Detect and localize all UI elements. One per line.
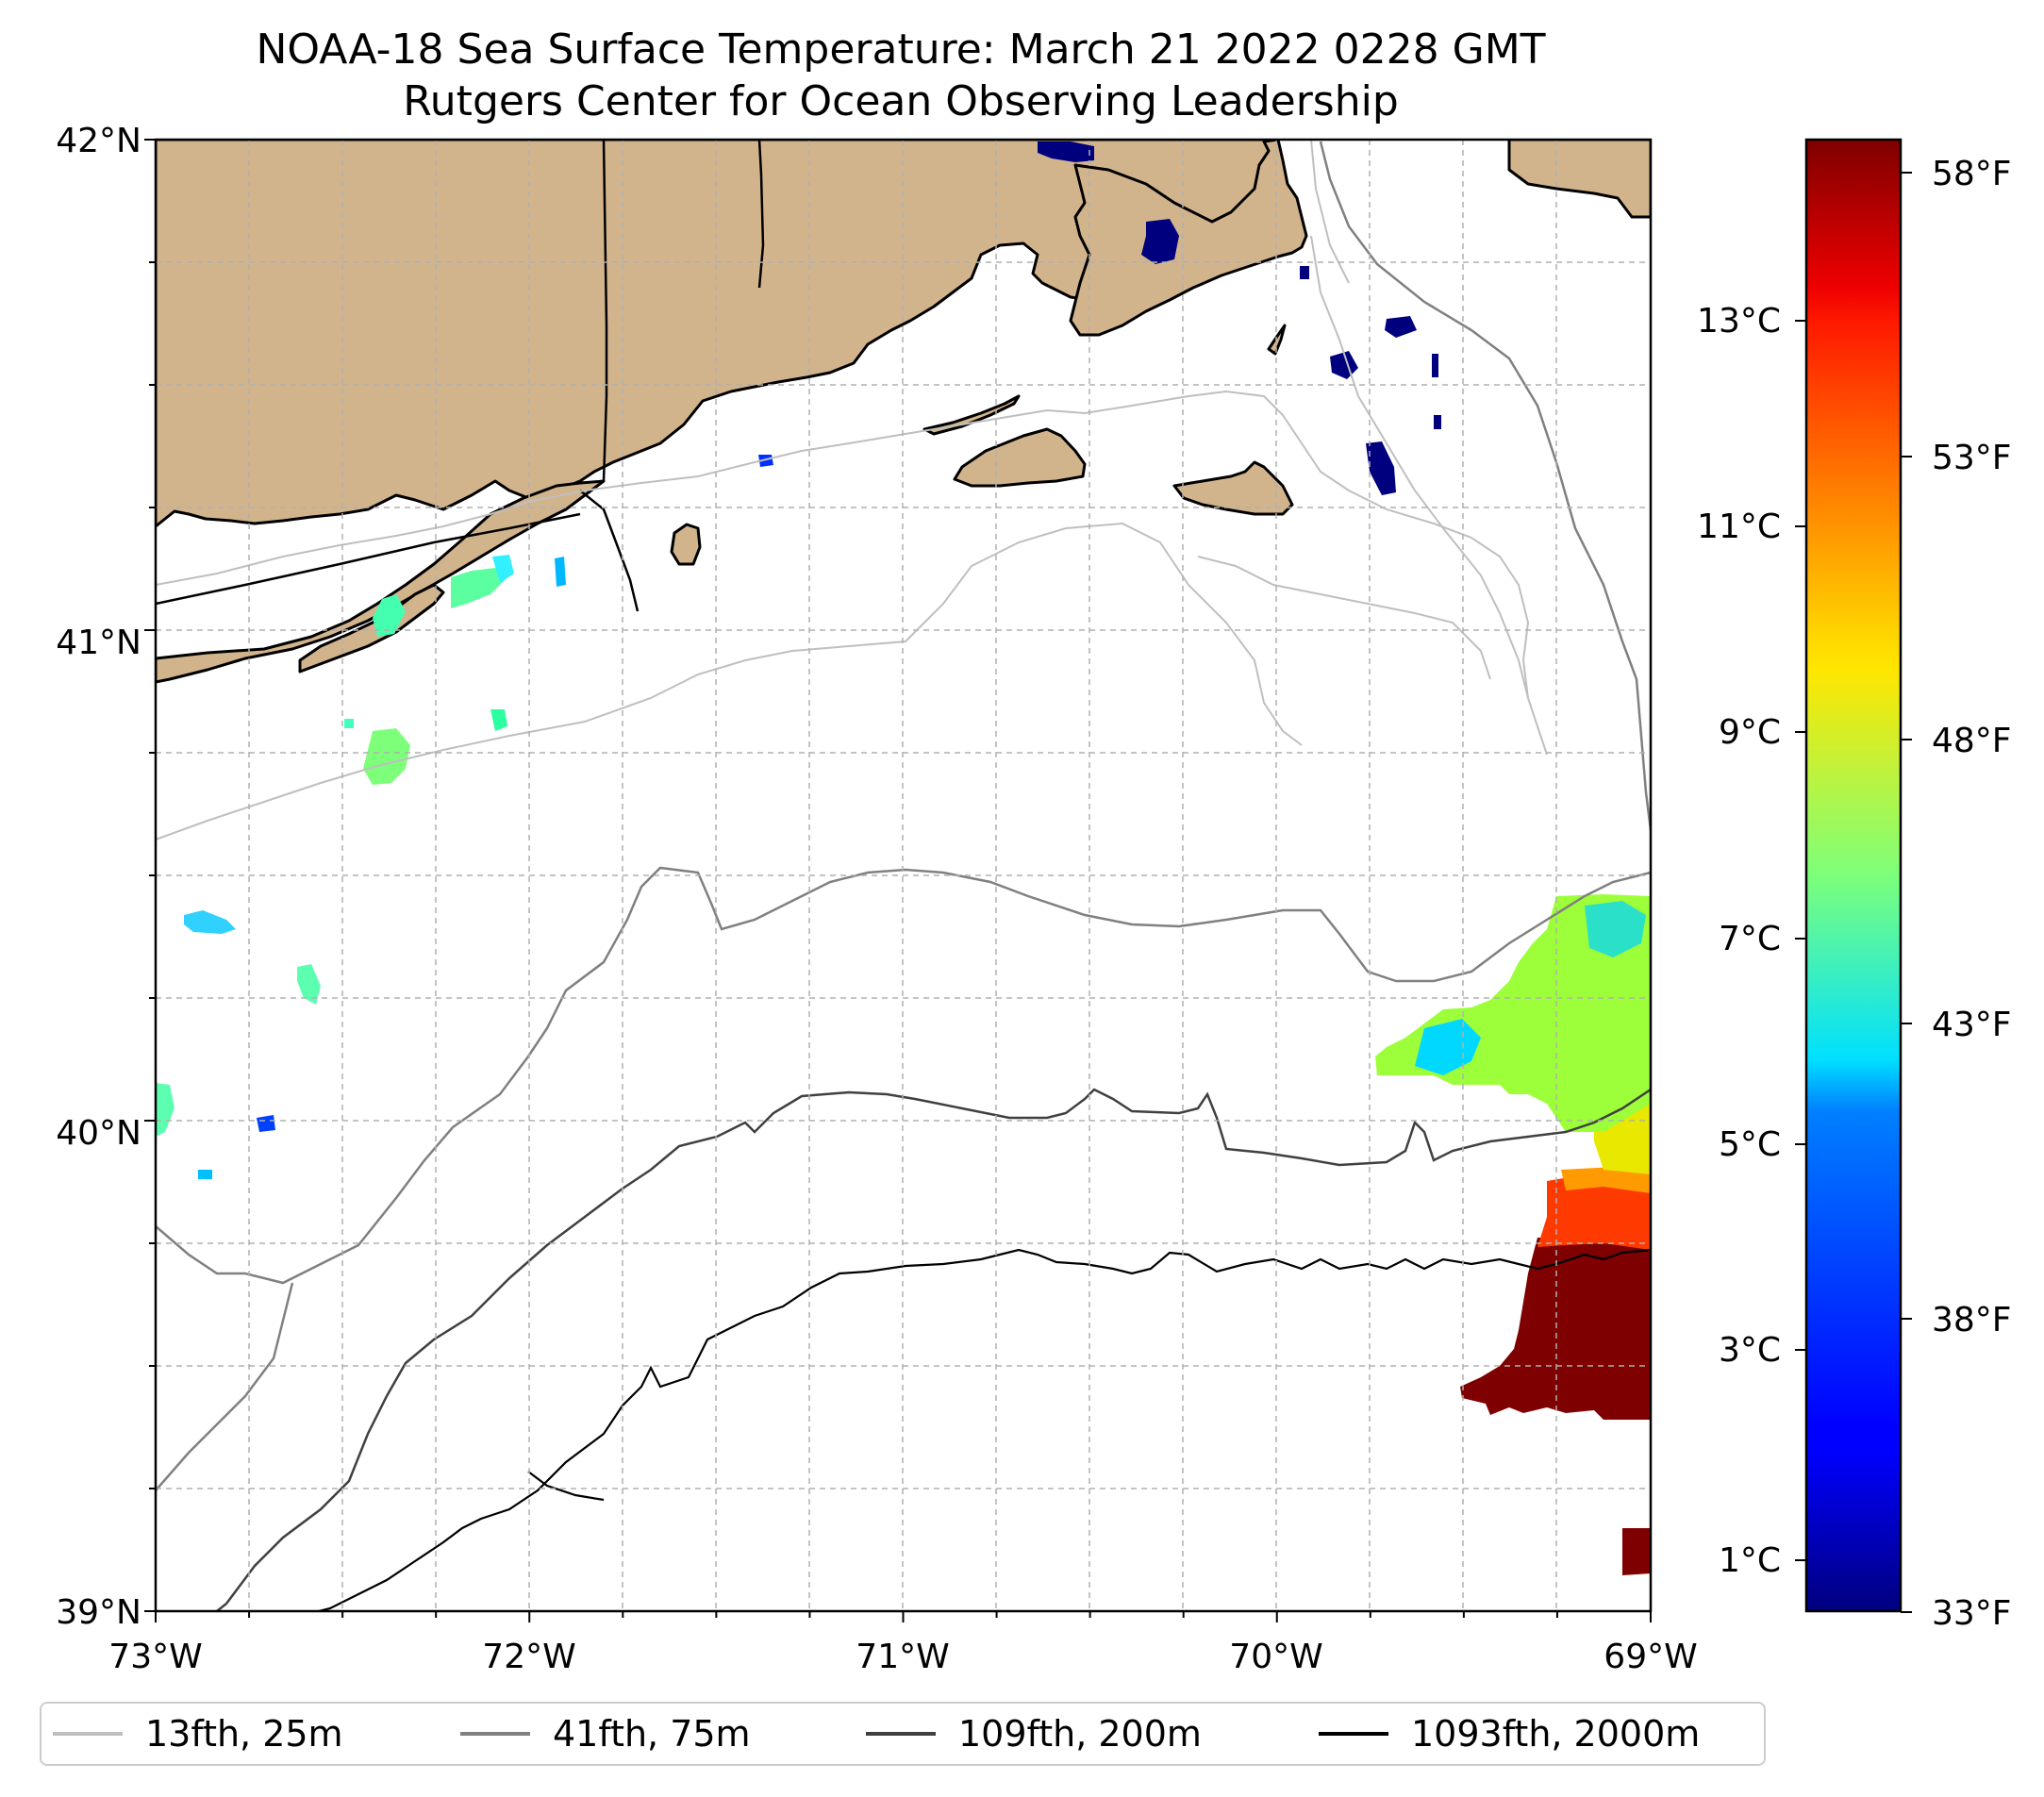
lat-tick-label: 41°N [56, 624, 141, 662]
lon-tick-label: 71°W [856, 1638, 949, 1676]
lon-tick-label: 73°W [108, 1638, 202, 1676]
elizabeth-islands [922, 394, 1021, 436]
celsius-tick-label: 7°C [1719, 920, 1781, 958]
celsius-tick-label: 11°C [1697, 507, 1781, 546]
bathymetry-contours [156, 140, 1651, 1611]
legend-item-25m: 13fth, 25m [53, 1704, 343, 1764]
sst-data-layer [156, 141, 1651, 1575]
legend-label: 41fth, 75m [553, 1713, 751, 1755]
marthas-vineyard [953, 427, 1087, 488]
fahrenheit-tick-label: 58°F [1932, 155, 2012, 193]
chart-subtitle: Rutgers Center for Ocean Observing Leade… [403, 77, 1399, 125]
legend-item-200m: 109fth, 200m [866, 1704, 1202, 1764]
fahrenheit-tick-label: 38°F [1932, 1301, 2012, 1339]
legend-swatch [1319, 1732, 1388, 1736]
lon-tick-label: 69°W [1604, 1638, 1697, 1676]
legend-swatch [866, 1732, 936, 1736]
colorbar: 13°C 11°C 9°C 7°C 5°C 3°C 1°C 58°F 53°F … [1697, 138, 2012, 1633]
contour-75m [1319, 141, 1651, 831]
lat-tick-label: 40°N [56, 1114, 141, 1153]
fahrenheit-tick-label: 48°F [1932, 722, 2012, 760]
gridlines [156, 140, 1651, 1611]
lon-tick-label: 72°W [482, 1638, 575, 1676]
axis-ticks [144, 139, 1652, 1622]
legend-label: 109fth, 200m [958, 1713, 1202, 1755]
cape-cod-land [1069, 140, 1308, 337]
ne-shoreline-land [1507, 140, 1651, 219]
boundary-lines [156, 140, 765, 612]
legend-item-2000m: 1093fth, 2000m [1319, 1704, 1700, 1764]
legend-swatch [460, 1732, 530, 1736]
celsius-tick-label: 1°C [1719, 1541, 1781, 1580]
lat-tick-label: 42°N [56, 122, 141, 160]
lon-tick-label: 70°W [1229, 1638, 1322, 1676]
celsius-tick-label: 13°C [1697, 302, 1781, 341]
block-island [670, 523, 702, 566]
legend: 13fth, 25m 41fth, 75m 109fth, 200m 1093f… [40, 1702, 1766, 1766]
long-island-north-fork [298, 583, 445, 674]
fahrenheit-tick-label: 53°F [1932, 439, 2012, 477]
contour-2000m [314, 1248, 1651, 1611]
legend-label: 13fth, 25m [145, 1713, 343, 1755]
colorbar-gradient [1804, 138, 1903, 1613]
legend-item-75m: 41fth, 75m [460, 1704, 751, 1764]
chart-title: NOAA-18 Sea Surface Temperature: March 2… [256, 25, 1546, 74]
lat-tick-label: 39°N [56, 1593, 141, 1632]
legend-swatch [53, 1732, 123, 1736]
fahrenheit-tick-label: 43°F [1932, 1006, 2012, 1044]
celsius-tick-label: 9°C [1719, 713, 1781, 752]
fahrenheit-tick-label: 33°F [1932, 1594, 2012, 1633]
nantucket [1172, 460, 1294, 516]
celsius-tick-label: 3°C [1719, 1331, 1781, 1370]
celsius-tick-label: 5°C [1719, 1125, 1781, 1164]
contour-25m [156, 390, 1548, 756]
axis-labels: 73°W 72°W 71°W 70°W 69°W 42°N 41°N 40°N … [56, 122, 1697, 1676]
legend-label: 1093fth, 2000m [1411, 1713, 1701, 1755]
contour-200m [216, 1088, 1651, 1611]
